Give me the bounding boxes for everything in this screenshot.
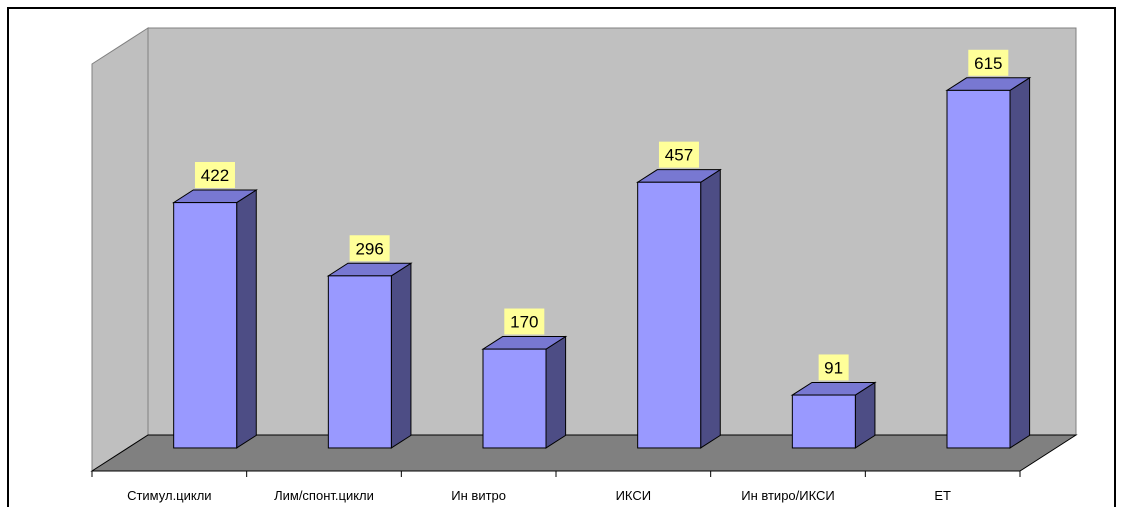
x-tick-label: Ин витро (451, 488, 506, 503)
data-label-text: 170 (510, 313, 538, 332)
data-label-text: 615 (974, 54, 1002, 73)
data-label-text: 422 (201, 166, 229, 185)
data-label-box (658, 141, 699, 168)
bar (635, 168, 722, 449)
bar-side-face (700, 168, 721, 449)
data-labels-group: 422 296 170 457 91 615 (194, 49, 1009, 381)
bar-side-face (390, 262, 412, 449)
x-axis: Стимул.цикли Лим/спонт.цикли Ин витро ИКСИ И… (91, 470, 1021, 503)
x-tick-label: ИКСИ (616, 488, 652, 503)
data-label: 170 (504, 308, 545, 335)
data-label: 422 (194, 161, 235, 188)
bar (481, 335, 568, 449)
data-label: 457 (658, 141, 699, 168)
bar-side-face (1009, 76, 1031, 449)
x-tick-label: ЕТ (934, 488, 951, 503)
bar-front-face (946, 89, 1011, 449)
x-tick-label: Стимул.цикли (127, 488, 212, 503)
bar-front-face (791, 394, 856, 449)
data-label: 91 (818, 354, 849, 381)
data-label-box (349, 235, 390, 262)
bars-group (171, 76, 1032, 449)
data-label-text: 296 (355, 239, 383, 258)
data-label-box (818, 354, 849, 381)
data-label-box (968, 49, 1009, 76)
bar-side-face (545, 335, 567, 449)
bar-front-face (637, 181, 702, 449)
data-label: 615 (968, 49, 1009, 76)
bar (790, 381, 877, 449)
chart-walls (90, 27, 1078, 472)
side-wall (91, 27, 149, 472)
x-tick-label: Ин втиро/ИКСИ (741, 488, 835, 503)
bar-front-face (482, 348, 547, 449)
data-label-box (504, 308, 545, 335)
data-label: 296 (349, 235, 390, 262)
bar (171, 189, 258, 449)
bar (326, 262, 413, 449)
x-tick-label: Лим/спонт.цикли (274, 488, 374, 503)
bar-front-face (173, 202, 238, 449)
data-label-text: 457 (665, 146, 693, 165)
bar-side-face (236, 189, 257, 449)
bar (945, 76, 1032, 449)
back-wall (147, 27, 1077, 436)
data-label-box (194, 161, 235, 188)
bar-front-face (327, 275, 392, 449)
data-label-text: 91 (824, 358, 843, 377)
